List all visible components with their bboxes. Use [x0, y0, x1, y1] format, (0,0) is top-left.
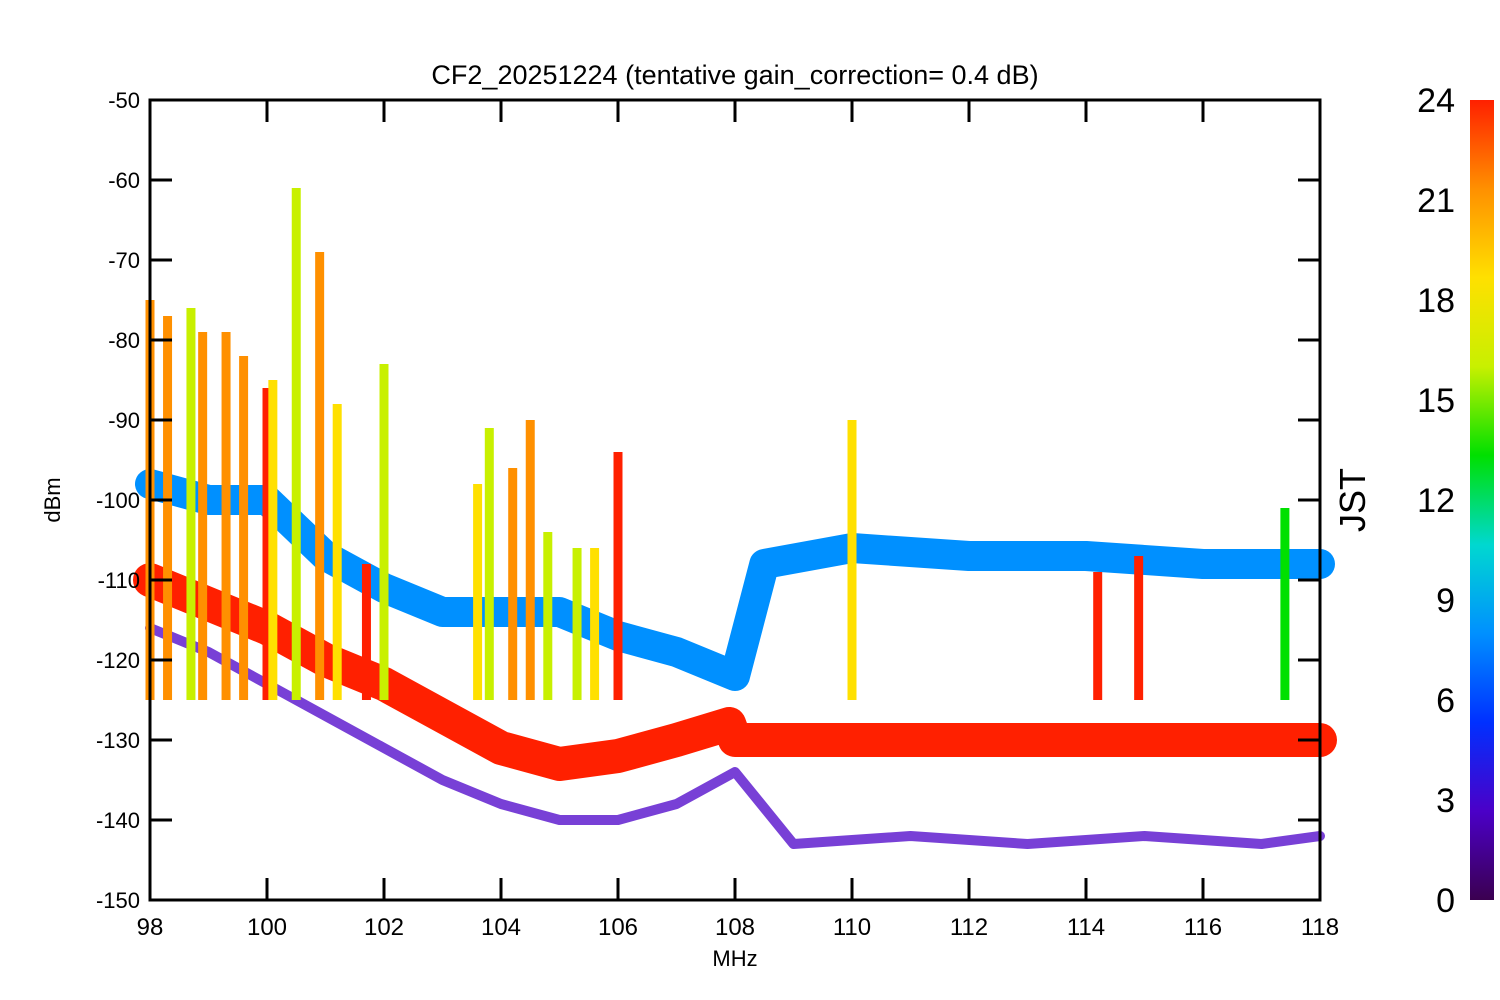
colorbar-tick-label: 9: [1436, 582, 1455, 620]
x-tick-label: 106: [598, 914, 638, 941]
colorbar-tick-label: 18: [1417, 282, 1455, 320]
colorbar-tick-label: 15: [1417, 382, 1455, 420]
series-line: [133, 563, 1337, 781]
x-tick-label: 110: [833, 914, 871, 941]
colorbar-ticks: 0 3 6 9 12 15 18 21 24: [1417, 82, 1455, 920]
y-tick-label: -140: [96, 808, 140, 833]
colorbar-tick-label: 24: [1417, 82, 1455, 120]
x-tick-label: 98: [137, 914, 164, 941]
x-tick-label: 100: [247, 914, 287, 941]
y-tick-label: -60: [108, 168, 140, 193]
x-tick-label: 104: [481, 914, 521, 941]
colorbar: [1470, 100, 1494, 900]
chart-title: CF2_20251224 (tentative gain_correction=…: [431, 60, 1038, 90]
y-tick-label: -110: [98, 568, 140, 593]
y-tick-label: -150: [96, 888, 140, 913]
y-tick-label: -80: [108, 328, 140, 353]
plot-frame: [148, 98, 1322, 902]
x-tick-label: 114: [1067, 914, 1105, 941]
colorbar-label: JST: [1332, 468, 1373, 532]
y-tick-label: -70: [108, 248, 140, 273]
plot-marks: [133, 188, 1337, 849]
colorbar-tick-label: 3: [1436, 782, 1455, 820]
y-axis: -50 -60 -70 -80 -90 -100 -110 -120 -130 -140 -150: [96, 88, 1320, 913]
colorbar-tick-label: 12: [1417, 482, 1455, 520]
x-tick-label: 112: [950, 914, 988, 941]
x-axis-label: MHz: [712, 946, 757, 971]
series-line: [145, 623, 1325, 849]
x-tick-label: 108: [715, 914, 755, 941]
colorbar-tick-label: 0: [1436, 882, 1455, 920]
colorbar-tick-label: 21: [1417, 182, 1455, 220]
y-tick-label: -120: [96, 648, 140, 673]
x-tick-label: 118: [1301, 914, 1339, 941]
x-tick-label: 116: [1184, 914, 1222, 941]
y-tick-label: -90: [108, 408, 140, 433]
y-tick-label: -100: [96, 488, 140, 513]
colorbar-tick-label: 6: [1436, 682, 1455, 720]
y-tick-label: -50: [108, 88, 140, 113]
y-tick-label: -130: [96, 728, 140, 753]
x-tick-label: 102: [364, 914, 404, 941]
x-axis: 98 100 102 104 106 108 110 112 114 116 118: [137, 100, 1339, 941]
y-axis-label: dBm: [40, 477, 65, 522]
